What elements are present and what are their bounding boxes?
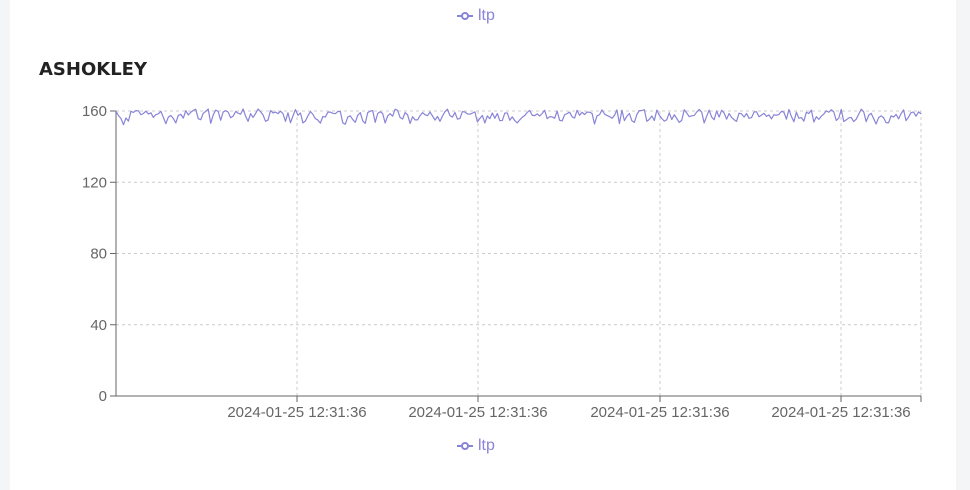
x-tick-label: 2024-01-25 12:31:36: [771, 404, 910, 421]
chart-card: ltp ASHOKLEY 0 40 80 120 160 2024-01-25 12:31…: [10, 0, 956, 490]
y-tick-label: 0: [99, 388, 107, 405]
bottom-legend-label: ltp: [478, 437, 495, 454]
line-legend-icon: [457, 442, 473, 450]
line-legend-icon: [457, 12, 473, 20]
y-tick-label: 120: [82, 174, 107, 191]
chart-title: ASHOKLEY: [39, 59, 148, 80]
chart-grid: [116, 110, 922, 396]
chart-tick-labels: 0 40 80 120 160 2024-01-25 12:31:36 2024-01-25…: [82, 103, 911, 421]
top-legend-label: ltp: [478, 7, 495, 24]
y-tick-label: 80: [90, 246, 107, 263]
x-tick-label: 2024-01-25 12:31:36: [227, 404, 366, 421]
chart-series: [115, 108, 922, 126]
y-tick-label: 160: [82, 103, 107, 120]
x-tick-label: 2024-01-25 12:31:36: [590, 404, 729, 421]
top-legend-item[interactable]: ltp: [457, 7, 495, 25]
y-tick-label: 40: [90, 317, 107, 334]
line-chart: 0 40 80 120 160 2024-01-25 12:31:36 2024-01-25…: [82, 103, 922, 421]
bottom-legend-item[interactable]: ltp: [457, 437, 495, 455]
chart-axes: [110, 110, 922, 402]
x-tick-label: 2024-01-25 12:31:36: [408, 404, 547, 421]
series-line-ltp: [115, 108, 922, 126]
